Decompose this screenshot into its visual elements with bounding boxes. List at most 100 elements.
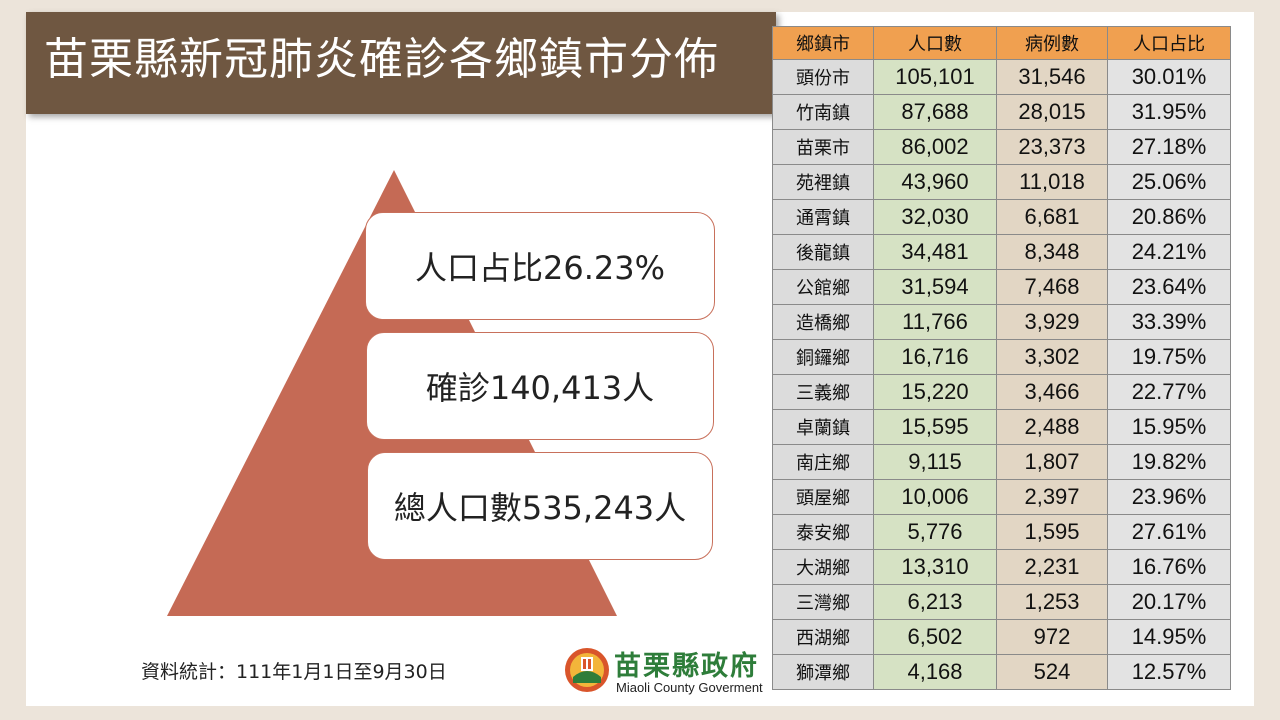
table-row: 獅潭鄉 4,168 524 12.57%: [772, 654, 1231, 690]
table-row: 頭屋鄉 10,006 2,397 23.96%: [772, 479, 1231, 515]
ratio-cell: 20.17%: [1107, 584, 1231, 620]
population-cell: 105,101: [873, 59, 997, 95]
town-cell: 後龍鎮: [772, 234, 874, 270]
town-cell: 獅潭鄉: [772, 654, 874, 690]
header-cases: 病例數: [996, 26, 1108, 60]
cases-cell: 2,488: [996, 409, 1108, 445]
cases-cell: 11,018: [996, 164, 1108, 200]
cases-cell: 1,253: [996, 584, 1108, 620]
table-row: 三義鄉 15,220 3,466 22.77%: [772, 374, 1231, 410]
cases-cell: 3,302: [996, 339, 1108, 375]
town-cell: 竹南鎮: [772, 94, 874, 130]
header-population: 人口數: [873, 26, 997, 60]
cases-cell: 2,231: [996, 549, 1108, 585]
source-note: 資料統計：111年1月1日至9月30日: [141, 661, 447, 683]
population-cell: 31,594: [873, 269, 997, 305]
table-row: 後龍鎮 34,481 8,348 24.21%: [772, 234, 1231, 270]
town-statistics-table: 鄉鎮市 人口數 病例數 人口占比 頭份市 105,101 31,546 30.01% 竹…: [772, 26, 1231, 690]
population-cell: 15,595: [873, 409, 997, 445]
table-header-row: 鄉鎮市 人口數 病例數 人口占比: [772, 26, 1231, 60]
table-row: 卓蘭鎮 15,595 2,488 15.95%: [772, 409, 1231, 445]
population-cell: 9,115: [873, 444, 997, 480]
population-cell: 87,688: [873, 94, 997, 130]
table-row: 公館鄉 31,594 7,468 23.64%: [772, 269, 1231, 305]
table-row: 三灣鄉 6,213 1,253 20.17%: [772, 584, 1231, 620]
ratio-cell: 25.06%: [1107, 164, 1231, 200]
town-cell: 公館鄉: [772, 269, 874, 305]
cases-cell: 8,348: [996, 234, 1108, 270]
town-cell: 南庄鄉: [772, 444, 874, 480]
ratio-cell: 12.57%: [1107, 654, 1231, 690]
table-row: 頭份市 105,101 31,546 30.01%: [772, 59, 1231, 95]
town-cell: 三灣鄉: [772, 584, 874, 620]
ratio-cell: 27.61%: [1107, 514, 1231, 550]
population-cell: 6,502: [873, 619, 997, 655]
ratio-cell: 19.75%: [1107, 339, 1231, 375]
ratio-cell: 23.96%: [1107, 479, 1231, 515]
table-row: 竹南鎮 87,688 28,015 31.95%: [772, 94, 1231, 130]
town-cell: 泰安鄉: [772, 514, 874, 550]
population-cell: 10,006: [873, 479, 997, 515]
ratio-cell: 27.18%: [1107, 129, 1231, 165]
population-cell: 43,960: [873, 164, 997, 200]
cases-cell: 3,929: [996, 304, 1108, 340]
town-cell: 銅鑼鄉: [772, 339, 874, 375]
ratio-cell: 30.01%: [1107, 59, 1231, 95]
town-cell: 造橋鄉: [772, 304, 874, 340]
town-cell: 大湖鄉: [772, 549, 874, 585]
ratio-cell: 19.82%: [1107, 444, 1231, 480]
table-row: 銅鑼鄉 16,716 3,302 19.75%: [772, 339, 1231, 375]
town-cell: 西湖鄉: [772, 619, 874, 655]
title-bar: 苗栗縣新冠肺炎確診各鄉鎮市分佈: [26, 12, 776, 114]
town-cell: 通霄鎮: [772, 199, 874, 235]
population-cell: 15,220: [873, 374, 997, 410]
population-cell: 86,002: [873, 129, 997, 165]
cases-cell: 972: [996, 619, 1108, 655]
ratio-cell: 15.95%: [1107, 409, 1231, 445]
ratio-cell: 22.77%: [1107, 374, 1231, 410]
county-emblem-icon: [565, 648, 609, 692]
town-cell: 苗栗市: [772, 129, 874, 165]
population-cell: 13,310: [873, 549, 997, 585]
ratio-cell: 24.21%: [1107, 234, 1231, 270]
town-cell: 頭屋鄉: [772, 479, 874, 515]
population-cell: 34,481: [873, 234, 997, 270]
ratio-cell: 16.76%: [1107, 549, 1231, 585]
cases-cell: 23,373: [996, 129, 1108, 165]
confirmed-cases-text: 確診140,413人: [425, 369, 655, 407]
table-row: 造橋鄉 11,766 3,929 33.39%: [772, 304, 1231, 340]
table-row: 大湖鄉 13,310 2,231 16.76%: [772, 549, 1231, 585]
table-row: 西湖鄉 6,502 972 14.95%: [772, 619, 1231, 655]
cases-cell: 31,546: [996, 59, 1108, 95]
cases-cell: 28,015: [996, 94, 1108, 130]
total-population-text: 總人口數535,243人: [393, 489, 687, 527]
population-cell: 11,766: [873, 304, 997, 340]
table-row: 苗栗市 86,002 23,373 27.18%: [772, 129, 1231, 165]
cases-cell: 524: [996, 654, 1108, 690]
population-cell: 32,030: [873, 199, 997, 235]
county-logo: 苗栗縣政府 Miaoli County Goverment: [564, 644, 774, 700]
table-row: 泰安鄉 5,776 1,595 27.61%: [772, 514, 1231, 550]
town-cell: 苑裡鎮: [772, 164, 874, 200]
ratio-cell: 20.86%: [1107, 199, 1231, 235]
population-cell: 6,213: [873, 584, 997, 620]
town-cell: 卓蘭鎮: [772, 409, 874, 445]
town-cell: 三義鄉: [772, 374, 874, 410]
header-ratio: 人口占比: [1107, 26, 1231, 60]
table-row: 苑裡鎮 43,960 11,018 25.06%: [772, 164, 1231, 200]
population-ratio-text: 人口占比26.23%: [414, 249, 666, 287]
cases-cell: 1,807: [996, 444, 1108, 480]
ratio-cell: 31.95%: [1107, 94, 1231, 130]
table-row: 通霄鎮 32,030 6,681 20.86%: [772, 199, 1231, 235]
table-row: 南庄鄉 9,115 1,807 19.82%: [772, 444, 1231, 480]
cases-cell: 7,468: [996, 269, 1108, 305]
header-town: 鄉鎮市: [772, 26, 874, 60]
population-cell: 16,716: [873, 339, 997, 375]
pyramid-population-box: 總人口數535,243人: [367, 452, 713, 560]
logo-subtitle: Miaoli County Goverment: [616, 680, 763, 695]
population-cell: 4,168: [873, 654, 997, 690]
population-cell: 5,776: [873, 514, 997, 550]
pyramid-cases-box: 確診140,413人: [366, 332, 714, 440]
page-title: 苗栗縣新冠肺炎確診各鄉鎮市分佈: [44, 34, 719, 85]
cases-cell: 3,466: [996, 374, 1108, 410]
